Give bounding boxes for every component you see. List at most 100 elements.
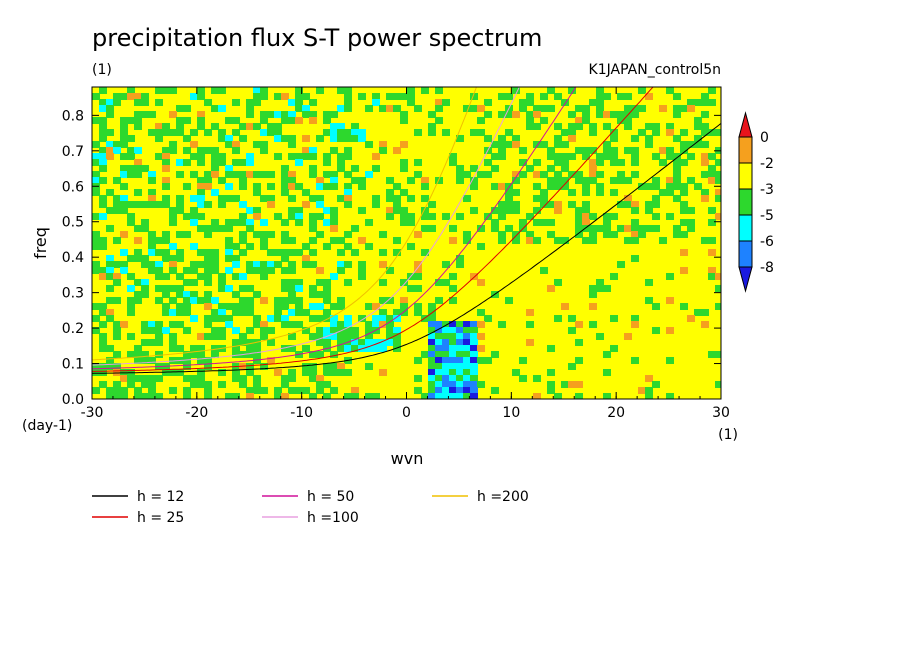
- heatmap-cell: [442, 375, 450, 382]
- heatmap-cell: [218, 303, 226, 310]
- heatmap-cell: [239, 333, 247, 340]
- heatmap-cell: [596, 279, 604, 286]
- heatmap-cell: [701, 309, 709, 316]
- heatmap-cell: [428, 351, 436, 358]
- heatmap-cell: [239, 297, 247, 304]
- colorbar-label: 0: [760, 130, 769, 146]
- heatmap-cell: [323, 207, 331, 214]
- heatmap-cell: [106, 345, 114, 352]
- heatmap-cell: [386, 177, 394, 184]
- heatmap-cell: [148, 231, 156, 238]
- heatmap-cell: [470, 363, 478, 370]
- heatmap-cell: [288, 267, 296, 274]
- heatmap-cell: [652, 177, 660, 184]
- heatmap-cell: [400, 207, 408, 214]
- heatmap-cell: [505, 207, 513, 214]
- heatmap-cell: [288, 285, 296, 292]
- heatmap-cell: [400, 303, 408, 310]
- heatmap-cell: [169, 285, 177, 292]
- heatmap-cell: [274, 297, 282, 304]
- heatmap-cell: [239, 303, 247, 310]
- heatmap-cell: [351, 177, 359, 184]
- heatmap-cell: [533, 207, 541, 214]
- heatmap-cell: [225, 303, 233, 310]
- heatmap-cell: [442, 279, 450, 286]
- heatmap-cell: [673, 183, 681, 190]
- heatmap-cell: [295, 159, 303, 166]
- heatmap-cell: [211, 327, 219, 334]
- heatmap-cell: [715, 303, 721, 310]
- heatmap-cell: [330, 321, 338, 328]
- heatmap-cell: [288, 195, 296, 202]
- heatmap-cell: [505, 195, 513, 202]
- heatmap-cell: [477, 279, 485, 286]
- heatmap-cell: [589, 231, 597, 238]
- heatmap-cell: [232, 117, 240, 124]
- heatmap-cell: [113, 381, 121, 388]
- heatmap-cell: [484, 315, 492, 322]
- heatmap-cell: [295, 249, 303, 256]
- heatmap-cell: [204, 171, 212, 178]
- heatmap-cell: [309, 303, 317, 310]
- heatmap-cell: [120, 321, 128, 328]
- heatmap-cell: [295, 213, 303, 220]
- heatmap-cell: [218, 177, 226, 184]
- heatmap-cell: [190, 375, 198, 382]
- heatmap-cell: [540, 201, 548, 208]
- heatmap-cell: [330, 369, 338, 376]
- heatmap-cell: [232, 345, 240, 352]
- heatmap-cell: [505, 201, 513, 208]
- heatmap-cell: [169, 369, 177, 376]
- heatmap-cell: [106, 99, 114, 106]
- heatmap-cell: [281, 117, 289, 124]
- heatmap-cell: [323, 159, 331, 166]
- heatmap-cell: [197, 111, 205, 118]
- heatmap-cell: [540, 219, 548, 226]
- heatmap-cell: [204, 291, 212, 298]
- heatmap-cell: [295, 297, 303, 304]
- heatmap-cell: [645, 387, 653, 394]
- heatmap-cell: [589, 177, 597, 184]
- heatmap-cell: [666, 213, 674, 220]
- heatmap-cell: [470, 387, 478, 394]
- heatmap-cell: [211, 225, 219, 232]
- heatmap-cell: [498, 93, 506, 100]
- heatmap-cell: [575, 321, 583, 328]
- heatmap-cell: [155, 351, 163, 358]
- heatmap-cell: [134, 201, 142, 208]
- heatmap-cell: [589, 213, 597, 220]
- heatmap-cell: [176, 171, 184, 178]
- heatmap-cell: [337, 129, 345, 136]
- heatmap-cell: [638, 183, 646, 190]
- heatmap-cell: [155, 297, 163, 304]
- heatmap-cell: [624, 201, 632, 208]
- heatmap-cell: [638, 231, 646, 238]
- heatmap-cell: [148, 261, 156, 268]
- heatmap-cell: [225, 315, 233, 322]
- heatmap-cell: [652, 213, 660, 220]
- legend-label: h = 12: [137, 489, 184, 505]
- heatmap-cell: [435, 327, 443, 334]
- heatmap-cell: [631, 147, 639, 154]
- heatmap-cell: [463, 339, 471, 346]
- heatmap-cell: [260, 147, 268, 154]
- heatmap-cell: [456, 369, 464, 376]
- heatmap-cell: [162, 303, 170, 310]
- heatmap-cell: [218, 195, 226, 202]
- heatmap-cell: [197, 351, 205, 358]
- heatmap-cell: [575, 177, 583, 184]
- heatmap-cell: [372, 321, 380, 328]
- heatmap-cell: [596, 183, 604, 190]
- heatmap-cell: [673, 177, 681, 184]
- heatmap-cell: [456, 357, 464, 364]
- heatmap-cell: [330, 147, 338, 154]
- heatmap-cell: [561, 165, 569, 172]
- colorbar-label: -5: [760, 208, 774, 224]
- heatmap-cell: [442, 339, 450, 346]
- heatmap-cell: [344, 201, 352, 208]
- heatmap-cell: [323, 129, 331, 136]
- heatmap-cell: [99, 177, 107, 184]
- heatmap-cell: [148, 267, 156, 274]
- heatmap-cell: [281, 255, 289, 262]
- heatmap-cell: [281, 249, 289, 256]
